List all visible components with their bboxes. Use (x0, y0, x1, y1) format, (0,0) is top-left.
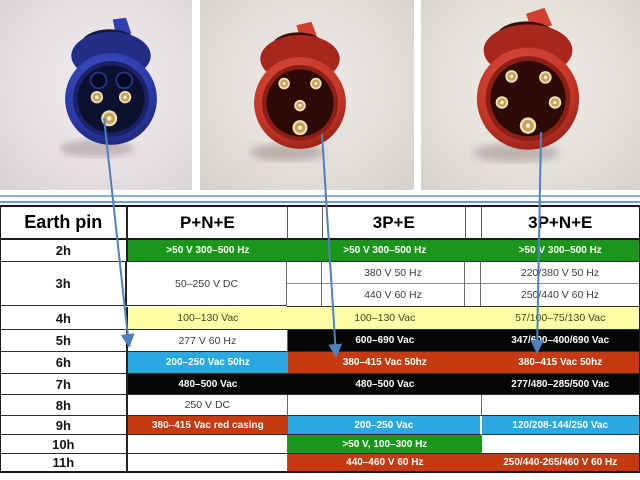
cell-6h-pne: 200–250 Vac 50hz (127, 352, 289, 374)
photo-blue-plug-pne (0, 0, 192, 190)
cell-3h-gap1a (287, 262, 322, 284)
cell-8h-3pne (481, 395, 639, 416)
cell-3h-3pne-b: 250/440 V 60 Hz (481, 284, 639, 306)
row-label-6h: 6h (1, 352, 128, 374)
header-pne: P+N+E (127, 207, 289, 240)
cell-3h-gap1b (287, 284, 322, 306)
cell-4h-pne: 100–130 Vac (127, 307, 289, 330)
pin-l1 (505, 70, 518, 83)
cell-4h-3pe: 100–130 Vac (288, 307, 482, 330)
earth-pin (292, 120, 308, 136)
pin-l2 (539, 71, 552, 84)
cell-3h-pne: 50–250 V DC (127, 262, 287, 306)
cell-6h-3pe: 380–415 Vac 50hz (288, 352, 482, 374)
cell-10h-3pne (481, 435, 639, 454)
table-row-2h: 2h >50 V 300–500 Hz >50 V 300–500 Hz >50… (1, 240, 639, 262)
cell-3h-3pe-b: 440 V 60 Hz (322, 284, 465, 306)
cell-4h-3pne: 57/100–75/130 Vac (481, 307, 639, 330)
table-header-row: Earth pin P+N+E 3P+E 3P+N+E (1, 207, 639, 240)
pin-l3 (495, 96, 509, 109)
photo-red-plug-3pe (200, 0, 414, 190)
cell-11h-3pe: 440–460 V 60 Hz (288, 454, 482, 471)
cell-3h-3pne-a: 220/380 V 50 Hz (481, 262, 639, 284)
cell-8h-3pe (288, 395, 482, 416)
cell-9h-3pne: 120/208-144/250 Vac (481, 416, 639, 435)
row-label-9h: 9h (1, 416, 128, 435)
row-label-7h: 7h (1, 374, 128, 395)
header-3pe: 3P+E (323, 207, 466, 240)
photo-red-plug-3pne (421, 0, 640, 190)
top-rule-line-2 (0, 201, 640, 203)
row-label-11h: 11h (1, 454, 128, 471)
pin-l3 (294, 99, 306, 112)
pin-l (90, 91, 104, 104)
cell-9h-pne: 380–415 Vac red casing (127, 416, 289, 435)
header-gap-2 (465, 207, 482, 240)
cell-6h-3pne: 380–415 Vac 50hz (481, 352, 639, 374)
row-label-8h: 8h (1, 395, 128, 416)
row-label-5h: 5h (1, 330, 128, 352)
cell-5h-3pe: 600–690 Vac (288, 330, 482, 352)
pin-n (118, 91, 132, 104)
cell-8h-pne: 250 V DC (127, 395, 289, 416)
header-gap-1 (288, 207, 323, 240)
pin-neutral (548, 96, 562, 109)
table-row-3h: 3h 50–250 V DC 380 V 50 Hz 220/380 V 50 … (1, 262, 639, 307)
header-earth-pin: Earth pin (1, 207, 128, 240)
table-row-5h: 5h 277 V 60 Hz 600–690 Vac 347/600–400/6… (1, 330, 639, 352)
table-row-4h: 4h 100–130 Vac 100–130 Vac 57/100–75/130… (1, 307, 639, 330)
table-row-10h: 10h >50 V, 100–300 Hz (1, 435, 639, 454)
cell-2h-3pne: >50 V 300–500 Hz (481, 240, 639, 262)
table-row-7h: 7h 480–500 Vac 480–500 Vac 277/480–285/5… (1, 374, 639, 395)
red-plug-5pin-image (473, 7, 580, 163)
cell-10h-pne (127, 435, 289, 454)
cell-5h-3pne: 347/600–400/690 Vac (481, 330, 639, 352)
row-label-2h: 2h (1, 240, 128, 262)
table-row-11h: 11h 440–460 V 60 Hz 250/440-265/460 V 60… (1, 454, 639, 471)
pin-l2 (310, 77, 322, 90)
table-row-6h: 6h 200–250 Vac 50hz 380–415 Vac 50hz 380… (1, 352, 639, 374)
earth-pin (519, 117, 537, 134)
cell-7h-pne: 480–500 Vac (127, 374, 289, 395)
header-3pne: 3P+N+E (481, 207, 639, 240)
table-row-9h: 9h 380–415 Vac red casing 200–250 Vac 12… (1, 416, 639, 435)
row-label-10h: 10h (1, 435, 128, 454)
row-label-3h: 3h (1, 262, 128, 306)
table-row-8h: 8h 250 V DC (1, 395, 639, 416)
pin-l1 (278, 77, 290, 90)
top-rule-line (0, 195, 640, 197)
cell-2h-pne: >50 V 300–500 Hz (127, 240, 289, 262)
cell-7h-3pne: 277/480–285/500 Vac (481, 374, 639, 395)
cell-3h-gap2a (465, 262, 481, 284)
cell-3h-gap2b (465, 284, 481, 306)
cell-10h-3pe: >50 V, 100–300 Hz (288, 435, 482, 454)
red-plug-4pin-image (250, 21, 346, 162)
row-label-4h: 4h (1, 307, 128, 330)
plug-voltage-table: Earth pin P+N+E 3P+E 3P+N+E 2h >50 V 300… (0, 205, 640, 473)
earth-pin (101, 110, 118, 127)
cell-3h-3pe-a: 380 V 50 Hz (322, 262, 465, 284)
cell-2h-3pe: >50 V 300–500 Hz (288, 240, 482, 262)
cell-11h-pne (127, 454, 289, 471)
cell-7h-3pe: 480–500 Vac (288, 374, 482, 395)
cell-9h-3pe: 200–250 Vac (288, 416, 482, 435)
cell-5h-pne: 277 V 60 Hz (127, 330, 289, 352)
cell-11h-3pne: 250/440-265/460 V 60 Hz (481, 454, 639, 471)
blue-plug-image (59, 17, 157, 158)
